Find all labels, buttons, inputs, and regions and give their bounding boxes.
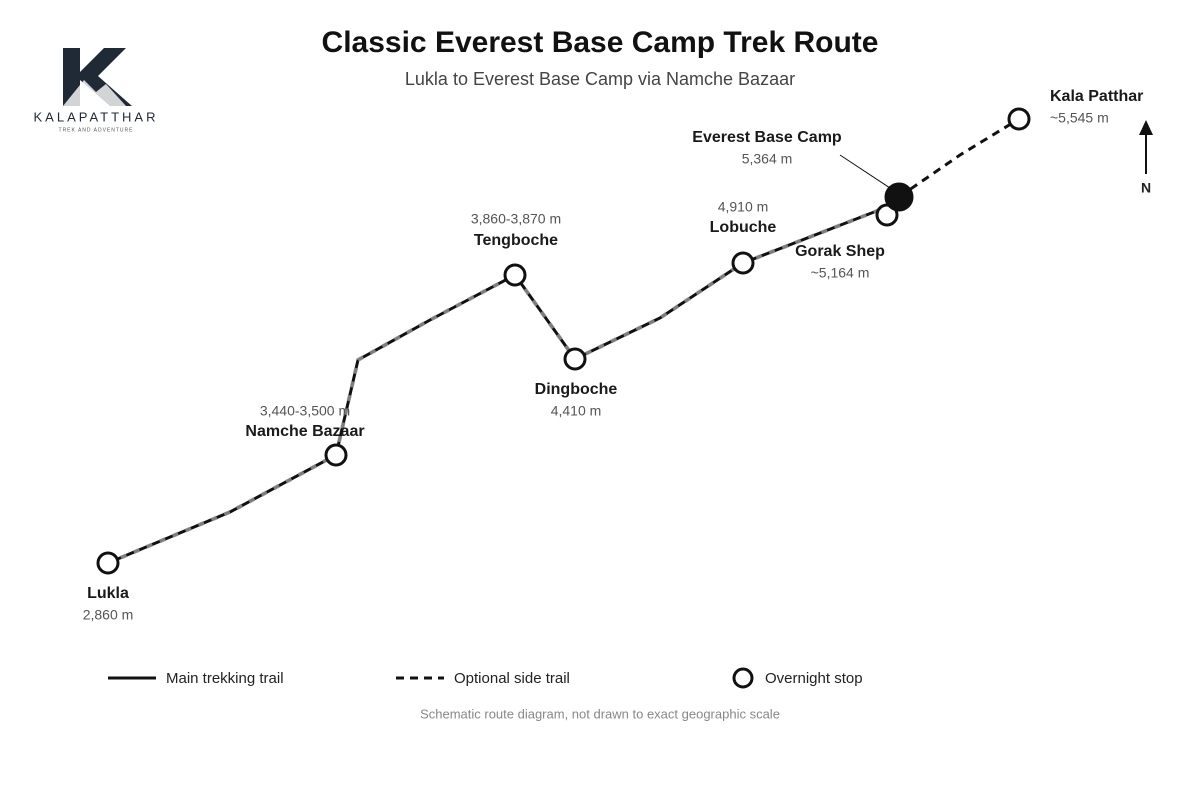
logo: KALAPATTHAR TREK AND ADVENTURE	[34, 48, 159, 133]
stop-marker	[503, 263, 527, 287]
stop-label: Dingboche	[535, 381, 618, 398]
stop-marker	[884, 182, 914, 212]
legend-label: Optional side trail	[454, 670, 570, 687]
stop-elevation: 2,860 m	[83, 607, 134, 623]
logo-tagline: TREK AND ADVENTURE	[59, 127, 134, 133]
stop-label: Tengboche	[474, 232, 558, 249]
side-trail	[898, 117, 1020, 199]
legend: Main trekking trail Optional side trail …	[108, 667, 863, 689]
stops: Lukla 2,860 m Namche Bazaar 3,440-3,500 m Te…	[83, 88, 1144, 622]
legend-stop-swatch	[732, 667, 754, 689]
stop-label: Lukla	[87, 585, 129, 602]
compass: N	[1139, 120, 1153, 196]
stop-marker	[563, 347, 587, 371]
stop-elevation: 3,440-3,500 m	[260, 403, 350, 419]
stop-label: Everest Base Camp	[692, 129, 842, 146]
stop-label: Namche Bazaar	[245, 423, 364, 440]
stop-elevation: 5,364 m	[742, 151, 793, 167]
title: Classic Everest Base Camp Trek Route	[322, 26, 879, 59]
compass-label: N	[1141, 180, 1151, 196]
stop-elevation: 4,410 m	[551, 403, 602, 419]
leader-line	[839, 154, 894, 191]
stop-label: Gorak Shep	[795, 243, 885, 260]
stop-elevation: ~5,545 m	[1050, 110, 1109, 126]
stop-marker	[96, 551, 120, 575]
stop-elevation: 4,910 m	[718, 199, 769, 215]
legend-label: Overnight stop	[765, 670, 863, 687]
stop-elevation: ~5,164 m	[811, 265, 870, 281]
logo-mark	[63, 48, 132, 106]
logo-mountain	[63, 80, 126, 106]
stop-marker	[731, 251, 755, 275]
stop-label: Lobuche	[710, 219, 777, 236]
subtitle: Lukla to Everest Base Camp via Namche Ba…	[405, 69, 795, 89]
stop-marker	[324, 443, 348, 467]
footnote: Schematic route diagram, not drawn to ex…	[420, 706, 780, 721]
logo-name: KALAPATTHAR	[34, 109, 159, 124]
main-trail-texture	[107, 195, 901, 565]
legend-label: Main trekking trail	[166, 670, 284, 687]
stop-label: Kala Patthar	[1050, 88, 1143, 105]
compass-head	[1139, 120, 1153, 135]
stop-elevation: 3,860-3,870 m	[471, 211, 561, 227]
stop-marker	[1007, 107, 1031, 131]
